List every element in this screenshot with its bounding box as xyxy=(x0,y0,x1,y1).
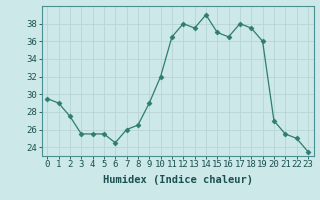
X-axis label: Humidex (Indice chaleur): Humidex (Indice chaleur) xyxy=(103,175,252,185)
